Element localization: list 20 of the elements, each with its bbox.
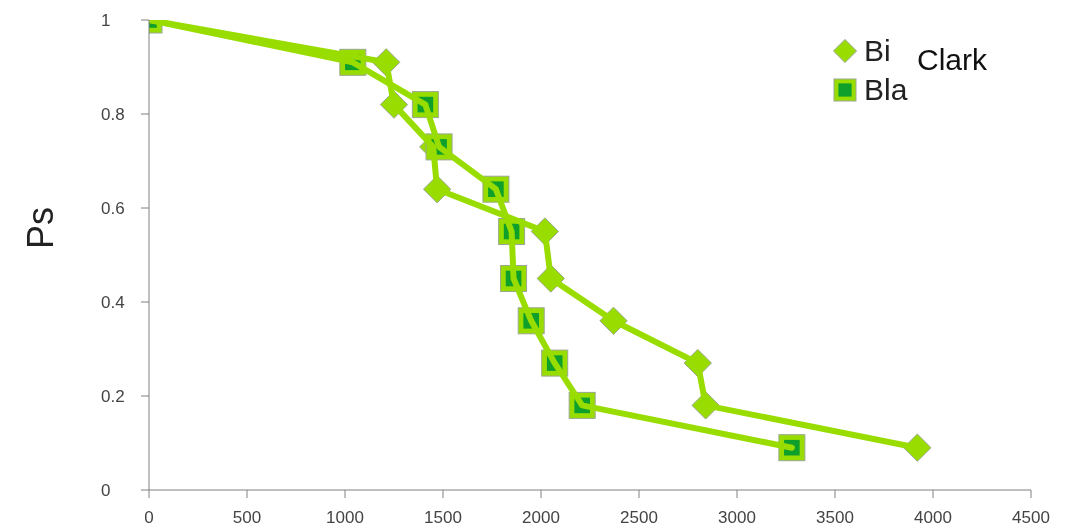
x-tick-label: 0 — [144, 508, 154, 528]
y-tick-label: 0.8 — [101, 104, 125, 124]
x-tick-label: 4500 — [1012, 508, 1050, 528]
x-tick-label: 4000 — [914, 508, 952, 528]
y-tick-label: 1 — [101, 10, 111, 30]
y-tick-label: 0.6 — [101, 198, 125, 218]
y-tick-label: 0 — [101, 480, 111, 500]
y-tick-label: 0.4 — [101, 292, 125, 312]
y-tick-label: 0.2 — [101, 386, 125, 406]
annotation: Clark — [917, 42, 988, 78]
x-tick-label: 2500 — [620, 508, 658, 528]
legend-label: Bi — [864, 33, 891, 68]
x-tick-label: 1500 — [424, 508, 462, 528]
y-axis-title: Ps — [19, 206, 61, 250]
legend-label: Bla — [864, 72, 908, 107]
x-tick-label: 3500 — [816, 508, 854, 528]
x-tick-label: 500 — [232, 508, 262, 528]
x-tick-label: 1000 — [326, 508, 364, 528]
x-tick-label: 3000 — [718, 508, 756, 528]
x-tick-label: 2000 — [522, 508, 560, 528]
